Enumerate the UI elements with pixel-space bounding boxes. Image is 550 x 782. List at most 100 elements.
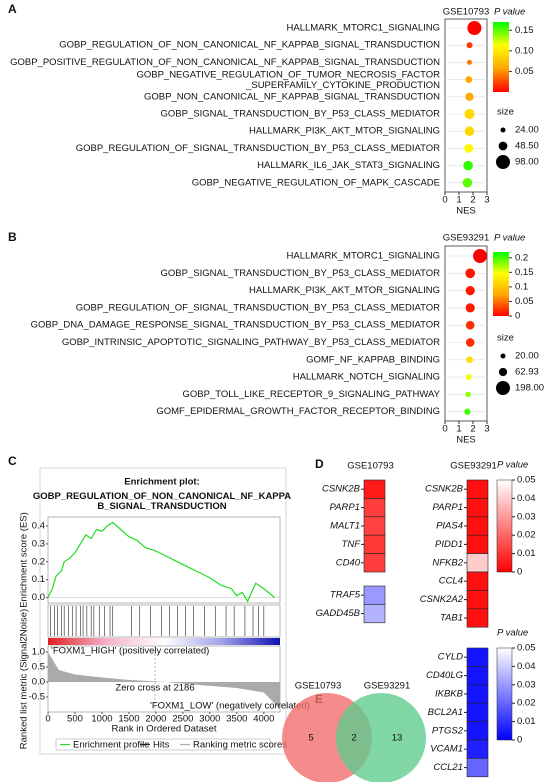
colorbar-title: P value xyxy=(494,233,525,244)
category-label: HALLMARK_NOTCH_SIGNALING xyxy=(293,372,440,383)
heat-cell xyxy=(466,739,489,759)
dot xyxy=(465,268,476,279)
es-frame xyxy=(47,516,281,604)
x-tick-label: 3 xyxy=(484,424,489,435)
gene-label: VCAM1 xyxy=(430,744,463,755)
colorbar-title: P value xyxy=(494,7,525,18)
x-tick-label: 1000 xyxy=(91,714,112,725)
category-label: GOBP_REGULATION_OF_NON_CANONICAL_NF_KAPP… xyxy=(59,40,440,51)
dot xyxy=(465,76,473,84)
size-legend-dot xyxy=(498,367,508,377)
heat-cell xyxy=(363,604,386,624)
heat-cell xyxy=(363,534,386,554)
gene-label: TRAF5 xyxy=(330,590,361,601)
venn-set-label: GSE93291 xyxy=(364,681,410,692)
gene-label: GADD45B xyxy=(316,608,361,619)
size-legend-label: 62.93 xyxy=(515,367,539,378)
x-tick-label: 3 xyxy=(484,195,489,206)
heat-cell xyxy=(363,498,386,518)
gene-label: PARP1 xyxy=(433,502,463,513)
venn-count: 5 xyxy=(308,733,313,744)
metric-area xyxy=(48,652,280,709)
size-legend-dot xyxy=(496,155,510,169)
heat-cell xyxy=(363,516,386,536)
panel-label: A xyxy=(8,2,17,16)
y-axis-label: Enrichment score (ES) xyxy=(19,512,30,608)
colorbar-tick-label: 0.05 xyxy=(517,475,536,486)
size-legend-dot xyxy=(500,127,506,133)
colorbar-tick-label: 0.2 xyxy=(515,252,528,263)
gene-label: CCL4 xyxy=(439,576,463,587)
x-tick-label: 2500 xyxy=(172,714,193,725)
size-legend-label: 198.00 xyxy=(515,383,544,394)
gene-label: IKBKB xyxy=(435,689,464,700)
colorbar-tick-label: 0.02 xyxy=(517,530,536,541)
category-label: HALLMARK_MTORC1_SIGNALING xyxy=(287,251,440,262)
dot xyxy=(465,320,475,330)
category-label: HALLMARK_PI3K_AKT_MTOR_SIGNALING xyxy=(249,285,440,296)
colorbar-tick-label: 0.04 xyxy=(517,493,536,504)
colorbar-tick-label: 0.1 xyxy=(515,281,528,292)
venn-set-label: GSE10793 xyxy=(295,681,341,692)
x-tick-label: 1 xyxy=(456,195,461,206)
category-label: GOBP_SIGNAL_TRANSDUCTION_BY_P53_CLASS_ME… xyxy=(161,268,441,279)
legend-label: Ranking metric scores xyxy=(193,740,287,751)
gene-label: PIDD1 xyxy=(435,539,463,550)
panel-label: C xyxy=(8,454,17,468)
x-axis-label: NES xyxy=(456,206,476,217)
category-label: HALLMARK_PI3K_AKT_MTOR_SIGNALING xyxy=(249,126,440,137)
gene-label: NFKB2 xyxy=(432,557,463,568)
gene-label: TAB1 xyxy=(440,613,463,624)
plot-title: GSE93291 xyxy=(443,233,489,244)
heat-cell xyxy=(466,702,489,722)
gene-label: PIAS4 xyxy=(436,521,463,532)
category-label: GOBP_NEGATIVE_REGULATION_OF_MAPK_CASCADE xyxy=(192,177,440,188)
x-tick-label: 0 xyxy=(442,424,447,435)
venn-count: 2 xyxy=(351,733,356,744)
colorbar-tick-label: 0.03 xyxy=(517,679,536,690)
plot-frame xyxy=(444,18,488,193)
dot xyxy=(467,21,482,35)
dot xyxy=(465,338,475,347)
colorbar-tick-label: 0.05 xyxy=(515,66,534,77)
x-tick-label: 2000 xyxy=(145,714,166,725)
category-label: GOMF_NF_KAPPAB_BINDING xyxy=(306,354,440,365)
colorbar-title: P value xyxy=(497,628,528,639)
heat-cell xyxy=(466,608,489,628)
heat-cell xyxy=(466,647,489,667)
metric-y-axis-label: Ranked list metric (Signal2Noise) xyxy=(19,609,30,749)
x-tick-label: 1 xyxy=(456,424,461,435)
colorbar-tick-label: 0 xyxy=(517,567,522,578)
plot-title: GSE10793 xyxy=(443,7,489,18)
y-tick-label: 0.1 xyxy=(32,574,45,585)
colorbar xyxy=(496,647,513,741)
panel-label: B xyxy=(8,230,17,244)
colorbar-tick-label: 0.03 xyxy=(517,511,536,522)
size-legend-label: 48.50 xyxy=(515,141,539,152)
x-tick-label: 0 xyxy=(442,195,447,206)
heat-cell xyxy=(466,479,489,499)
gene-label: CSNK2B xyxy=(322,484,361,495)
colorbar xyxy=(493,22,509,92)
legend-label: Enrichment profile xyxy=(73,740,150,751)
venn-count: 13 xyxy=(392,733,403,744)
dot xyxy=(466,356,473,364)
gene-label: BCL2A1 xyxy=(428,707,463,718)
colorbar-tick-label: 0.15 xyxy=(515,267,534,278)
heat-cell xyxy=(363,585,386,605)
size-legend-label: 98.00 xyxy=(515,157,539,168)
column-title: GSE93291 xyxy=(450,461,496,472)
y-tick-label: 0.0 xyxy=(32,592,45,603)
dot xyxy=(464,108,475,120)
colorbar-title: P value xyxy=(497,460,528,471)
x-tick-label: 0 xyxy=(45,714,50,725)
dot xyxy=(465,286,475,296)
size-legend-label: 24.00 xyxy=(515,125,539,136)
rank-band xyxy=(48,638,280,645)
heat-cell xyxy=(466,571,489,591)
colorbar-tick-label: 0.04 xyxy=(517,661,536,672)
x-tick-label: 3500 xyxy=(226,714,247,725)
category-label: GOBP_NEGATIVE_REGULATION_OF_TUMOR_NECROS… xyxy=(136,69,440,90)
x-tick-label: 3000 xyxy=(199,714,220,725)
colorbar-tick-label: 0.05 xyxy=(515,296,534,307)
